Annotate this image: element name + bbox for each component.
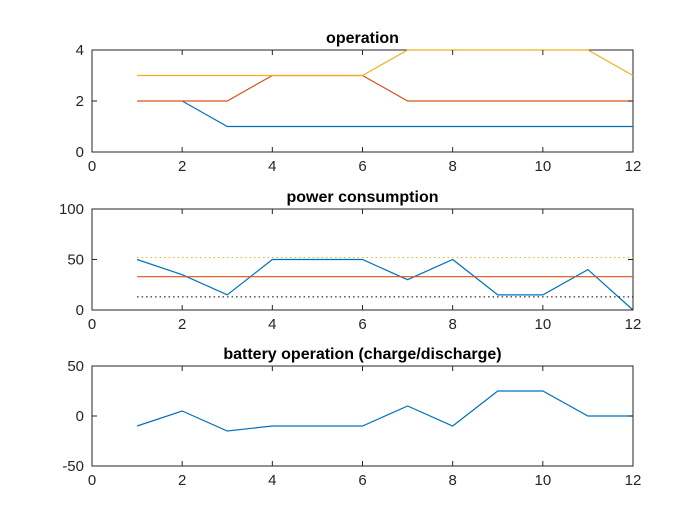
y-tick-label: 100	[59, 201, 84, 218]
x-tick-label: 10	[534, 316, 551, 333]
chart-title: battery operation (charge/discharge)	[223, 346, 501, 363]
series-line-1	[136, 258, 634, 311]
x-tick-label: 2	[178, 316, 186, 333]
x-tick-label: 12	[625, 316, 642, 333]
x-tick-label: 6	[358, 472, 366, 489]
chart-title: power consumption	[287, 189, 439, 206]
y-tick-label: 0	[76, 302, 84, 319]
y-tick-label: 0	[76, 144, 84, 161]
x-tick-label: 4	[268, 158, 276, 175]
x-tick-label: 2	[178, 472, 186, 489]
subplot-operation: operation 0 2 4 6 8 10 12 0 2 4	[76, 30, 642, 175]
subplot-power-consumption: power consumption 0 2 4 6 8 10 12 0 50 100	[59, 189, 641, 333]
x-tick-label: 2	[178, 158, 186, 175]
x-tick-label: 0	[88, 472, 96, 489]
subplot-battery-operation: battery operation (charge/discharge) 0 2 4…	[62, 346, 641, 489]
x-tick-label: 6	[358, 158, 366, 175]
x-tick-label: 8	[448, 316, 456, 333]
series-line-1	[181, 100, 633, 128]
series-line-2	[137, 74, 633, 102]
x-tick-label: 12	[625, 158, 642, 175]
chart-title: operation	[326, 30, 399, 47]
y-tick-label: -50	[62, 458, 84, 475]
series-line-3	[137, 49, 634, 77]
x-tick-label: 4	[268, 472, 276, 489]
y-tick-label: 50	[67, 252, 84, 269]
x-tick-label: 6	[358, 316, 366, 333]
series-line-1	[136, 390, 633, 432]
x-tick-label: 8	[448, 472, 456, 489]
axes-box	[91, 365, 634, 467]
x-tick-label: 0	[88, 316, 96, 333]
x-tick-label: 8	[448, 158, 456, 175]
x-tick-label: 4	[268, 316, 276, 333]
x-tick-label: 12	[625, 472, 642, 489]
x-tick-label: 10	[534, 472, 551, 489]
y-tick-label: 50	[67, 358, 84, 375]
y-tick-label: 4	[76, 42, 84, 59]
y-tick-label: 2	[76, 93, 84, 110]
x-tick-label: 10	[534, 158, 551, 175]
x-tick-label: 0	[88, 158, 96, 175]
y-tick-label: 0	[76, 408, 84, 425]
